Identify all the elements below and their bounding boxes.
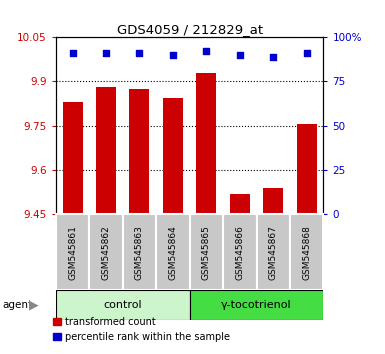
Point [203,48,209,54]
Text: control: control [104,300,142,310]
Bar [156,214,189,290]
Text: ▶: ▶ [29,299,38,312]
Point [237,52,243,58]
Text: GSM545863: GSM545863 [135,225,144,280]
Text: GSM545865: GSM545865 [202,225,211,280]
Point [170,52,176,58]
Title: GDS4059 / 212829_at: GDS4059 / 212829_at [117,23,263,36]
Point [69,50,75,56]
Bar [96,87,116,214]
Bar [223,214,256,290]
Bar [296,124,317,214]
Text: GSM545866: GSM545866 [235,225,244,280]
Bar [163,98,183,214]
Point [103,50,109,56]
Text: agent: agent [2,300,32,310]
Text: GSM545867: GSM545867 [269,225,278,280]
Text: GSM545862: GSM545862 [102,225,110,280]
Bar [89,214,123,290]
Text: GSM545868: GSM545868 [302,225,311,280]
Bar [56,214,89,290]
Point [304,50,310,56]
Bar [189,214,223,290]
Bar [123,214,156,290]
Point [270,54,276,59]
Bar [196,73,216,214]
Bar [256,214,290,290]
Legend: transformed count, percentile rank within the sample: transformed count, percentile rank withi… [53,317,230,342]
Bar [56,290,189,320]
Bar [62,102,82,214]
Point [136,50,142,56]
Text: GSM545861: GSM545861 [68,225,77,280]
Bar [189,290,323,320]
Bar [290,214,323,290]
Bar [129,89,149,214]
Bar [230,194,250,214]
Bar [263,188,283,214]
Text: GSM545864: GSM545864 [168,225,177,280]
Text: γ-tocotrienol: γ-tocotrienol [221,300,292,310]
